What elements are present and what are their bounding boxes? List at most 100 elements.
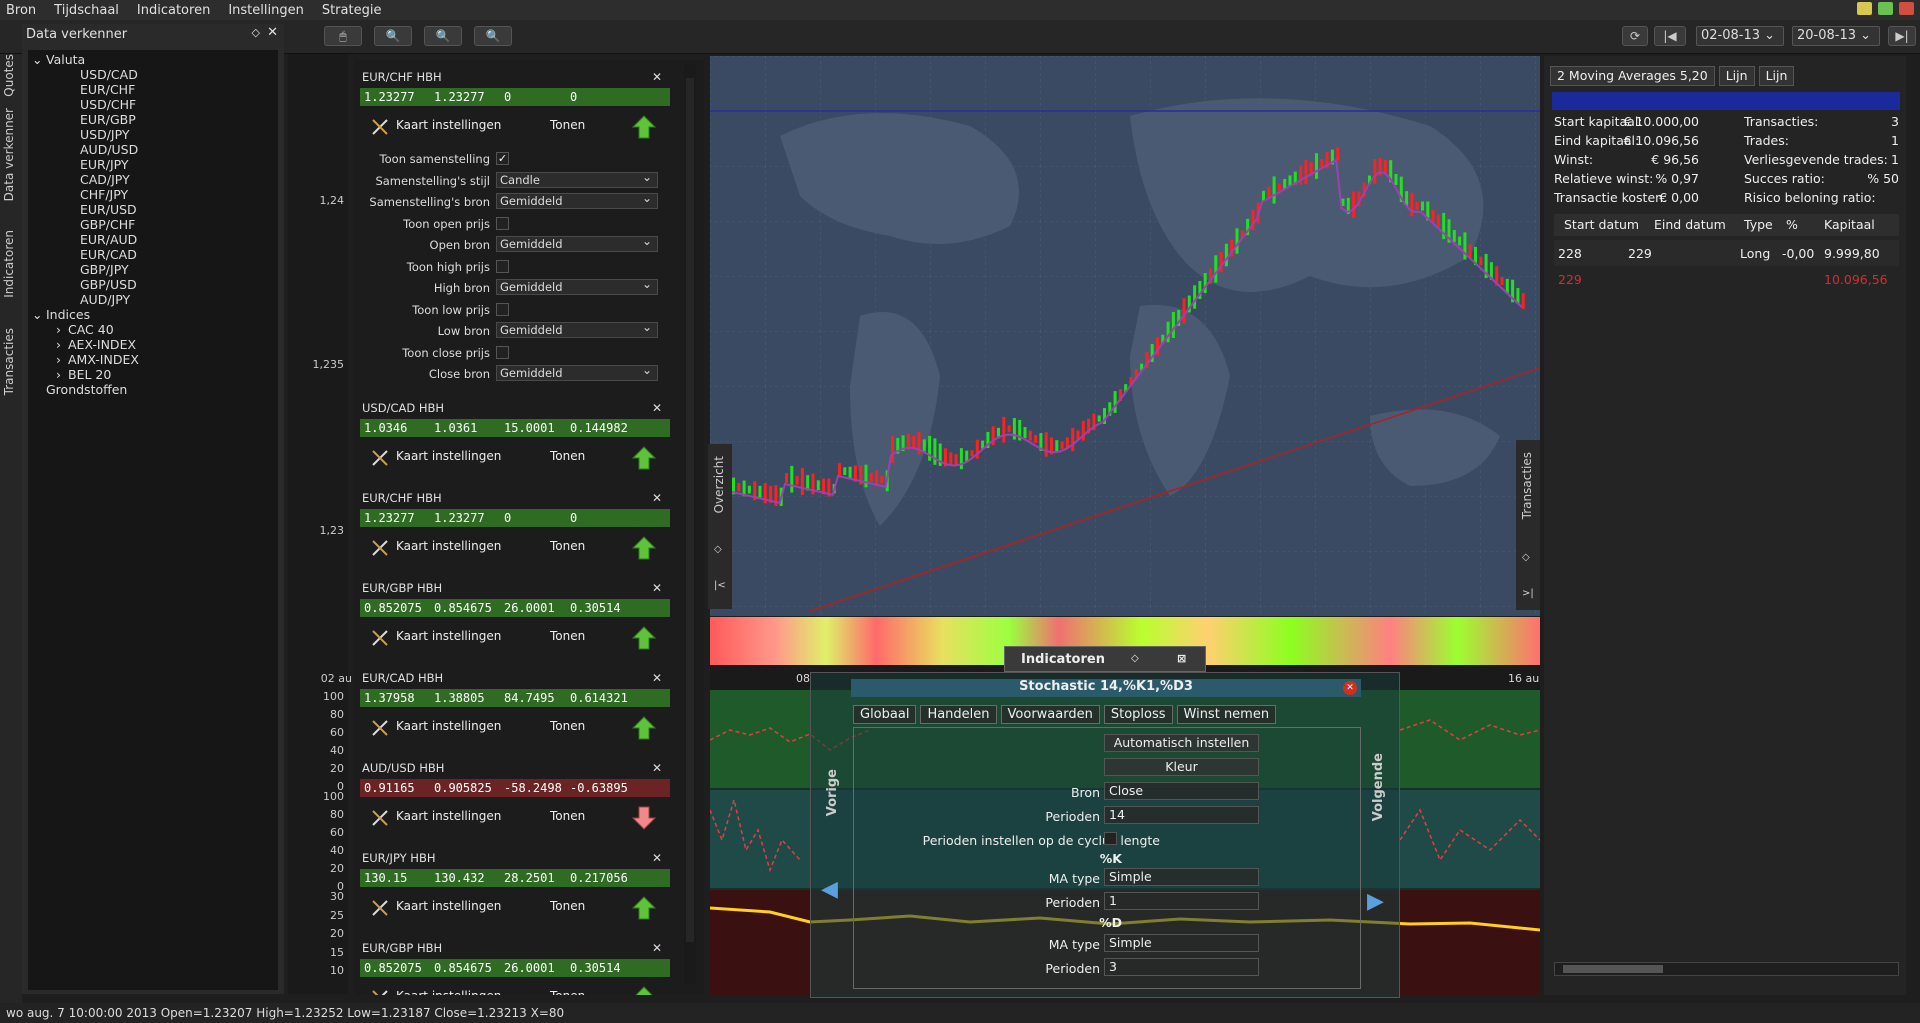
column-header[interactable]: Eind datum bbox=[1654, 217, 1726, 232]
tree-item[interactable]: AUD/JPY bbox=[80, 292, 131, 307]
column-header[interactable]: % bbox=[1786, 217, 1798, 232]
setting-select[interactable]: Candle bbox=[496, 170, 658, 188]
setting-select[interactable]: Gemiddeld bbox=[496, 320, 658, 338]
dialog-field[interactable]: Close bbox=[1104, 782, 1259, 800]
chart-settings-button[interactable]: Kaart instellingen bbox=[396, 539, 502, 553]
chart-settings-button[interactable]: Kaart instellingen bbox=[396, 899, 502, 913]
tree-item[interactable]: EUR/CAD bbox=[80, 247, 137, 262]
setting-select[interactable]: Gemiddeld bbox=[496, 234, 658, 252]
dialog-tab[interactable]: Voorwaarden bbox=[1000, 705, 1100, 724]
maximize-button[interactable] bbox=[1878, 2, 1893, 15]
menu-strategie[interactable]: Strategie bbox=[321, 2, 382, 18]
setting-checkbox[interactable] bbox=[496, 302, 509, 316]
close-icon[interactable]: ✕ bbox=[267, 25, 278, 40]
tab-lijn-1[interactable]: Lijn bbox=[1718, 66, 1755, 86]
dialog-tab[interactable]: Stoploss bbox=[1103, 705, 1173, 724]
dialog-field[interactable]: 1 bbox=[1104, 892, 1259, 910]
chart-settings-button[interactable]: Kaart instellingen bbox=[396, 719, 502, 733]
chart-settings-button[interactable]: Kaart instellingen bbox=[396, 809, 502, 823]
dialog-field[interactable]: Simple bbox=[1104, 934, 1259, 952]
tree-group[interactable]: Grondstoffen bbox=[46, 382, 128, 397]
tree-item[interactable]: › AEX-INDEX bbox=[56, 337, 137, 352]
menu-indicatoren[interactable]: Indicatoren bbox=[136, 2, 211, 18]
tab-moving-averages[interactable]: 2 Moving Averages 5,20 bbox=[1550, 66, 1715, 86]
tools-icon[interactable] bbox=[370, 988, 388, 995]
tree-item[interactable]: › CAC 40 bbox=[56, 322, 114, 337]
column-header[interactable]: Type bbox=[1744, 217, 1773, 232]
chart-settings-button[interactable]: Kaart instellingen bbox=[396, 989, 501, 995]
tree-item[interactable]: USD/CAD bbox=[80, 67, 138, 82]
table-row[interactable]: 229 10.096,56 bbox=[1554, 266, 1899, 292]
tab-lijn-2[interactable]: Lijn bbox=[1758, 66, 1795, 86]
scroll-thumb[interactable] bbox=[686, 78, 694, 942]
show-button[interactable]: Tonen bbox=[550, 899, 586, 913]
tree-item[interactable]: › AMX-INDEX bbox=[56, 352, 139, 367]
menu-tijdschaal[interactable]: Tijdschaal bbox=[54, 2, 119, 18]
price-chart[interactable] bbox=[710, 56, 1540, 616]
tools-icon[interactable] bbox=[370, 628, 388, 646]
tree-item[interactable]: GBP/USD bbox=[80, 277, 137, 292]
tree-item[interactable]: USD/JPY bbox=[80, 127, 130, 142]
float-icon[interactable]: ◇ bbox=[714, 544, 722, 555]
previous-arrow-icon[interactable]: ◀ bbox=[821, 877, 838, 902]
dialog-tab[interactable]: Globaal bbox=[853, 705, 917, 724]
close-icon[interactable]: ✕ bbox=[651, 851, 662, 865]
zoom-button[interactable]: 🔍 bbox=[374, 26, 412, 46]
setting-checkbox[interactable]: ✓ bbox=[496, 152, 509, 165]
collapse-left-icon[interactable]: |< bbox=[714, 580, 726, 591]
menu-instellingen[interactable]: Instellingen bbox=[228, 2, 304, 18]
setting-select[interactable]: Gemiddeld bbox=[496, 363, 658, 381]
tree-item[interactable]: AUD/USD bbox=[80, 142, 139, 157]
color-button[interactable]: Kleur bbox=[1104, 758, 1259, 776]
dialog-field[interactable]: Simple bbox=[1104, 868, 1259, 886]
chart-settings-button[interactable]: Kaart instellingen bbox=[396, 118, 502, 132]
tab-transacties[interactable]: Transacties bbox=[2, 328, 16, 396]
show-button[interactable]: Tonen bbox=[550, 989, 585, 995]
close-icon[interactable]: ✕ bbox=[651, 761, 662, 775]
tree-item[interactable]: USD/CHF bbox=[80, 97, 137, 112]
tree-item[interactable]: CHF/JPY bbox=[80, 187, 129, 202]
table-row[interactable]: 228 229 Long -0,00 9.999,80 bbox=[1554, 240, 1899, 266]
tree-item[interactable]: GBP/CHF bbox=[80, 217, 136, 232]
show-button[interactable]: Tonen bbox=[550, 449, 586, 463]
refresh-button[interactable]: ⟳ bbox=[1622, 26, 1648, 46]
setting-checkbox[interactable] bbox=[496, 216, 509, 230]
vertical-scrollbar[interactable] bbox=[684, 64, 696, 984]
close-icon[interactable]: ✕ bbox=[651, 401, 662, 415]
close-icon[interactable]: ✕ bbox=[651, 581, 662, 595]
menu-bron[interactable]: Bron bbox=[6, 2, 37, 18]
close-icon[interactable]: ✕ bbox=[651, 671, 662, 685]
tab-quotes[interactable]: Quotes bbox=[2, 54, 16, 97]
skip-end-button[interactable]: ▶| bbox=[1888, 26, 1916, 46]
setting-select[interactable]: Gemiddeld bbox=[496, 277, 658, 295]
skip-start-button[interactable]: |◀ bbox=[1654, 26, 1686, 46]
zoom-out-button[interactable]: 🔍 bbox=[424, 26, 462, 46]
tools-icon[interactable] bbox=[370, 538, 388, 556]
dialog-field[interactable]: 14 bbox=[1104, 806, 1259, 824]
minimize-button[interactable] bbox=[1857, 2, 1872, 15]
show-button[interactable]: Tonen bbox=[550, 629, 586, 643]
transactions-side-tab[interactable]: Transacties ◇ >| bbox=[1516, 440, 1540, 610]
float-icon[interactable]: ◇ bbox=[251, 26, 260, 39]
horizontal-scrollbar[interactable] bbox=[1554, 962, 1899, 976]
date-to-select[interactable]: 20-08-13 ⌄ bbox=[1792, 26, 1880, 46]
tree-item[interactable]: EUR/AUD bbox=[80, 232, 138, 247]
dialog-tab[interactable]: Winst nemen bbox=[1176, 705, 1277, 724]
dialog-field[interactable]: 3 bbox=[1104, 958, 1259, 976]
tools-icon[interactable] bbox=[370, 718, 388, 736]
close-button[interactable] bbox=[1899, 2, 1914, 15]
zoom-in-button[interactable]: 🔍 bbox=[474, 26, 512, 46]
setting-select[interactable]: Gemiddeld bbox=[496, 191, 658, 209]
close-icon[interactable]: ✕ bbox=[651, 70, 662, 84]
tree-group[interactable]: ⌄ Valuta bbox=[32, 52, 86, 67]
cycle-checkbox[interactable] bbox=[1104, 832, 1117, 845]
close-icon[interactable]: ✕ bbox=[651, 941, 662, 955]
chart-settings-button[interactable]: Kaart instellingen bbox=[396, 449, 502, 463]
date-from-select[interactable]: 02-08-13 ⌄ bbox=[1696, 26, 1784, 46]
show-button[interactable]: Tonen bbox=[550, 809, 586, 823]
setting-checkbox[interactable] bbox=[496, 259, 509, 273]
tree-item[interactable]: CAD/JPY bbox=[80, 172, 130, 187]
tree-item[interactable]: EUR/CHF bbox=[80, 82, 136, 97]
column-header[interactable]: Start datum bbox=[1564, 217, 1640, 232]
next-arrow-icon[interactable]: ▶ bbox=[1367, 889, 1384, 914]
